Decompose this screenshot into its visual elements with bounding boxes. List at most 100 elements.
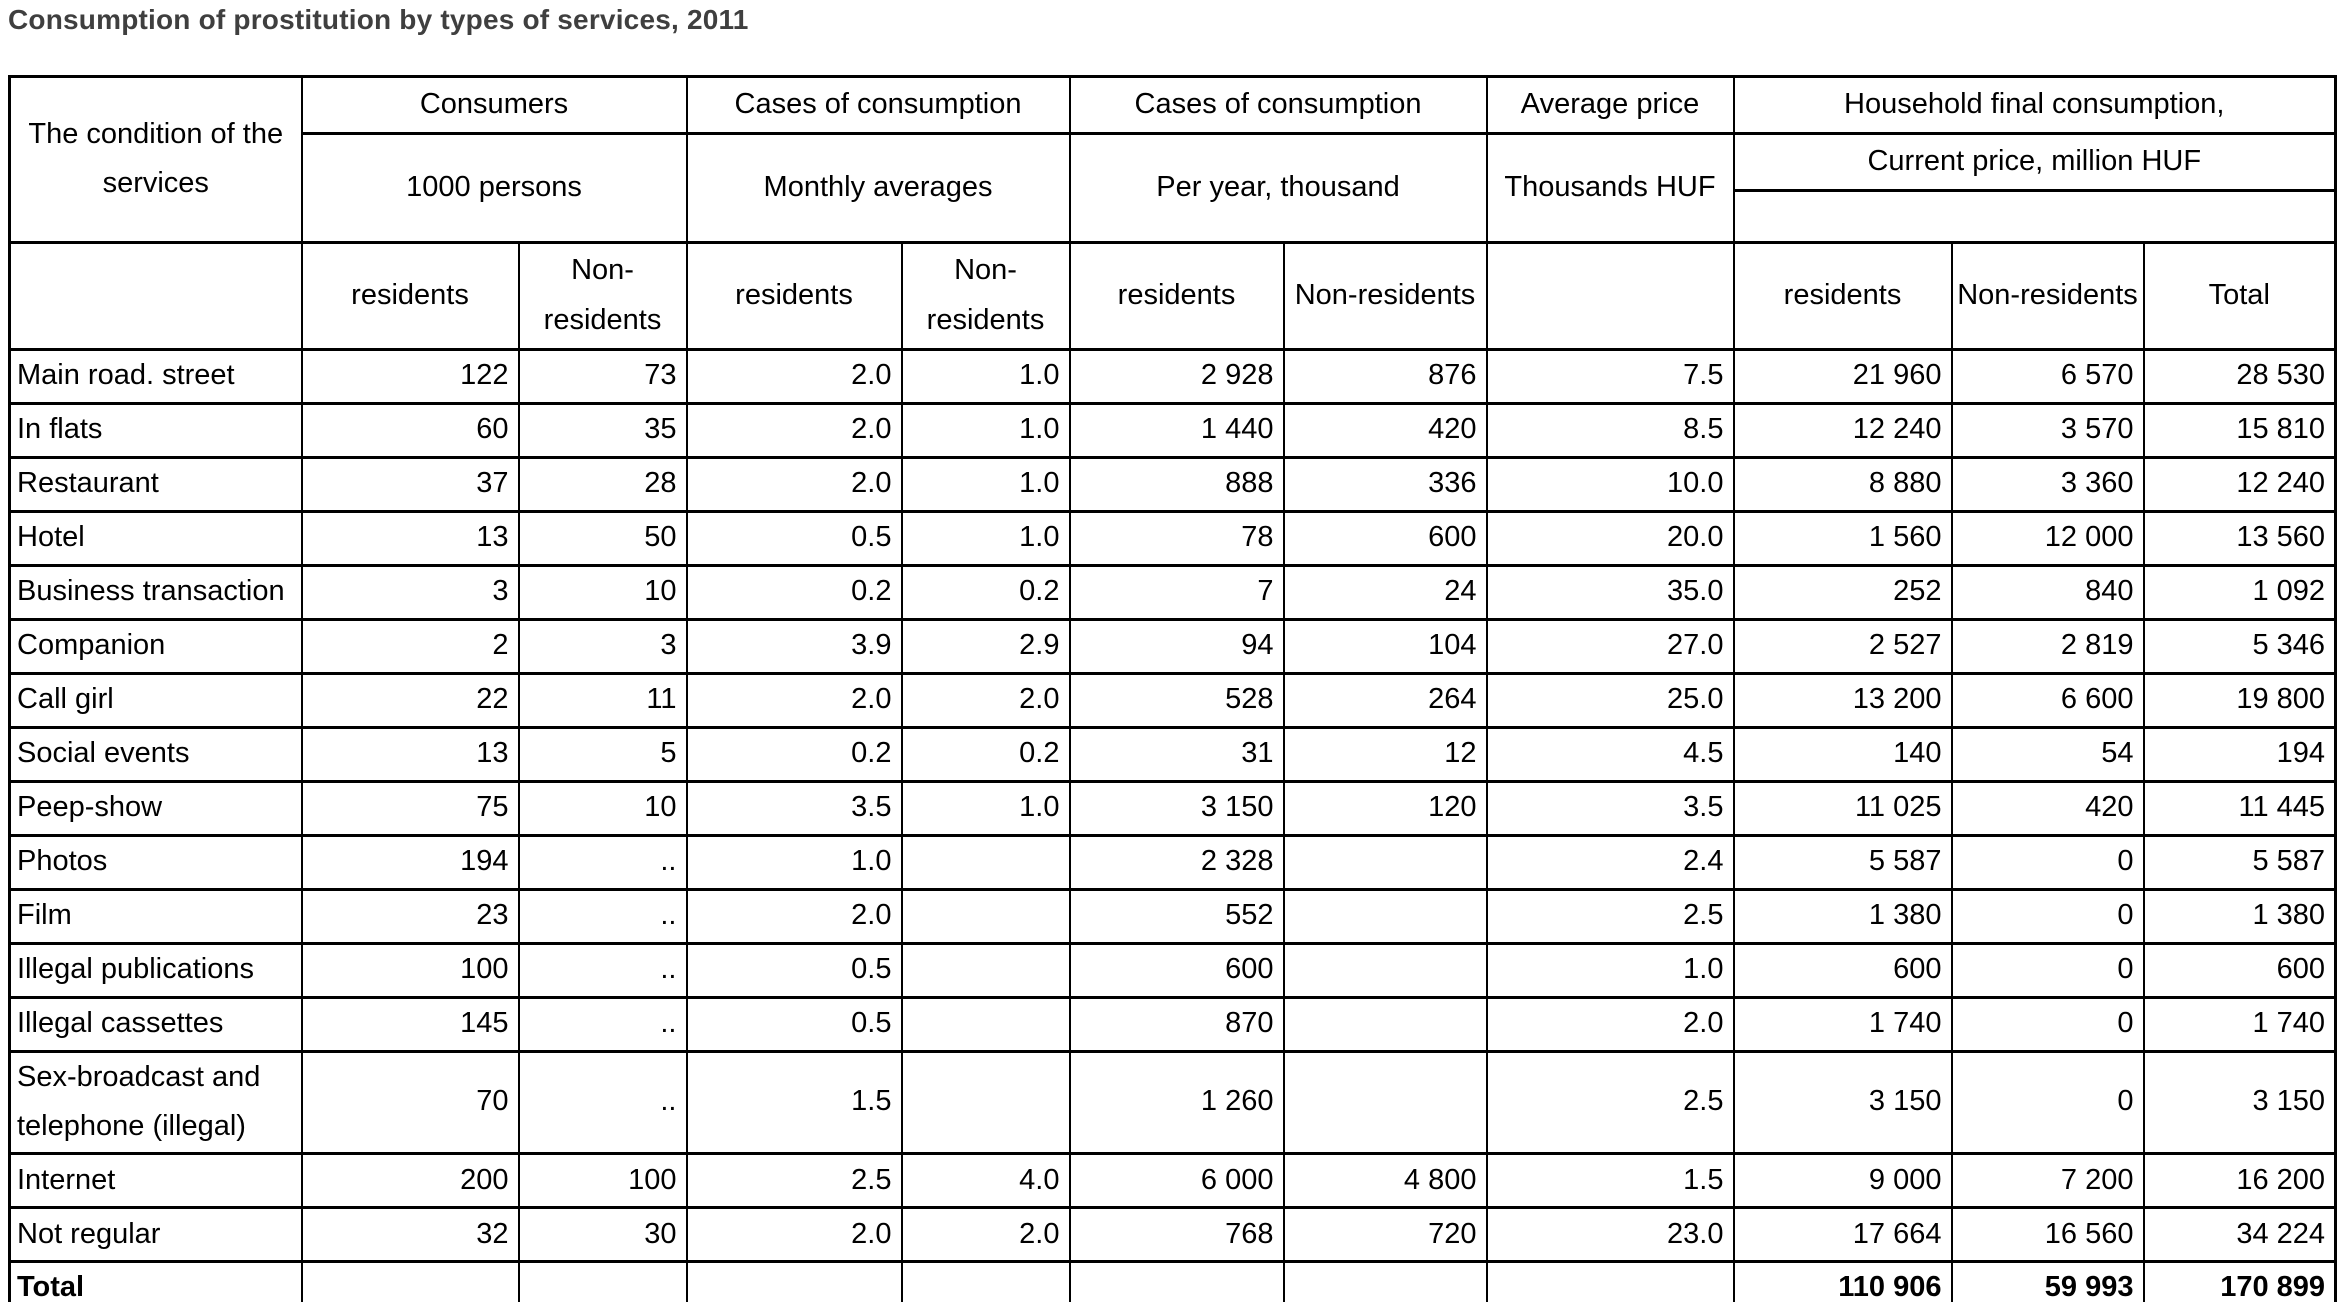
- cell: 24: [1282, 563, 1488, 621]
- cell: [900, 941, 1071, 999]
- statistics-table: The condition of the services Consumers …: [8, 75, 2338, 1302]
- cell: ..: [517, 1049, 688, 1156]
- cell: 10: [517, 563, 688, 621]
- cell: 19 800: [2142, 671, 2337, 729]
- unit-header-per-year: Per year, thousand: [1068, 131, 1488, 244]
- cell: 35: [517, 401, 688, 459]
- row-label: Social events: [8, 725, 303, 783]
- cell: 16 560: [1950, 1206, 2145, 1264]
- table-row: Social events 13 5 0.2 0.2 31 12 4.5 140 54 194: [8, 725, 2337, 783]
- col-header-consumers-nonresidents: Non-residents: [517, 240, 688, 351]
- cell: 13: [300, 725, 520, 783]
- cell: 7 200: [1950, 1152, 2145, 1210]
- cell: 194: [300, 833, 520, 891]
- cell: [517, 1260, 688, 1302]
- cell: 2.5: [1485, 887, 1735, 945]
- cell: 7.5: [1485, 347, 1735, 405]
- table-row: Photos 194.. 1.0 2 328 2.4 5 587 0 5 587: [8, 833, 2337, 891]
- row-label: Restaurant: [8, 455, 303, 513]
- cell: 420: [1282, 401, 1488, 459]
- average-price-spacer-cell: [1485, 240, 1735, 351]
- cell: 23.0: [1485, 1206, 1735, 1264]
- cell: 1 440: [1068, 401, 1285, 459]
- cell: [1282, 941, 1488, 999]
- cell: 2.0: [1485, 995, 1735, 1053]
- cell: 7: [1068, 563, 1285, 621]
- cell: 2.0: [685, 1206, 903, 1264]
- cell: 75: [300, 779, 520, 837]
- cell: 32: [300, 1206, 520, 1264]
- cell: 110 906: [1732, 1260, 1953, 1302]
- cell: 888: [1068, 455, 1285, 513]
- cell: 3.5: [685, 779, 903, 837]
- cell: 876: [1282, 347, 1488, 405]
- cell: 0.5: [685, 509, 903, 567]
- row-label: Companion: [8, 617, 303, 675]
- cell: 4 800: [1282, 1152, 1488, 1210]
- table-row: Main road. street 122 73 2.0 1.0 2 928 876 7.5 2…: [8, 347, 2337, 405]
- cell: 0.2: [900, 563, 1071, 621]
- cell: 768: [1068, 1206, 1285, 1264]
- cell: 1 560: [1732, 509, 1953, 567]
- col-header-household-total: Total: [2142, 240, 2337, 351]
- table-body: Main road. street 122 73 2.0 1.0 2 928 876 7.5 2…: [8, 347, 2337, 1302]
- cell: [1068, 1260, 1285, 1302]
- col-header-yearly-nonresidents: Non-residents: [1282, 240, 1488, 351]
- cell: 13: [300, 509, 520, 567]
- cell: 336: [1282, 455, 1488, 513]
- cell: ..: [517, 887, 688, 945]
- table-row: Internet 200 100 2.5 4.0 6 000 4 800 1.5 9 000 7 …: [8, 1152, 2337, 1210]
- row-label: Total: [8, 1260, 303, 1302]
- cell: 2.5: [1485, 1049, 1735, 1156]
- cell: 122: [300, 347, 520, 405]
- cell: 13 200: [1732, 671, 1953, 729]
- cell: 21 960: [1732, 347, 1953, 405]
- unit-header-monthly-averages: Monthly averages: [685, 131, 1071, 244]
- cell: 0: [1950, 833, 2145, 891]
- cell: 2.4: [1485, 833, 1735, 891]
- cell: 9 000: [1732, 1152, 1953, 1210]
- cell: [1282, 1260, 1488, 1302]
- cell: [300, 1260, 520, 1302]
- cell: 1.5: [685, 1049, 903, 1156]
- cell: 11: [517, 671, 688, 729]
- cell: 1 092: [2142, 563, 2337, 621]
- cell: 600: [1732, 941, 1953, 999]
- cell: 1 740: [1732, 995, 1953, 1053]
- cell: ..: [517, 995, 688, 1053]
- table-row: Sex-broadcast and telephone (illegal) 70.…: [8, 1049, 2337, 1156]
- cell: 34 224: [2142, 1206, 2337, 1264]
- cell: 3 150: [1732, 1049, 1953, 1156]
- cell: 1.0: [685, 833, 903, 891]
- cell: 1.0: [900, 401, 1071, 459]
- table-row: Illegal publications 100.. 0.5 600 1.0 600 0 60…: [8, 941, 2337, 999]
- cell: 11 025: [1732, 779, 1953, 837]
- group-header-consumers: Consumers: [300, 75, 688, 135]
- table-row: Illegal cassettes 145.. 0.5 870 2.0 1 740 0 1 7…: [8, 995, 2337, 1053]
- cell: 78: [1068, 509, 1285, 567]
- page-title: Consumption of prostitution by types of …: [8, 4, 749, 35]
- cell: 1.0: [900, 347, 1071, 405]
- col-header-household-residents: residents: [1732, 240, 1953, 351]
- unit-header-thousands-huf: Thousands HUF: [1485, 131, 1735, 244]
- cell: 30: [517, 1206, 688, 1264]
- cell: 200: [300, 1152, 520, 1210]
- cell: 1 740: [2142, 995, 2337, 1053]
- cell: 870: [1068, 995, 1285, 1053]
- cell: 2.0: [685, 887, 903, 945]
- cell: 28: [517, 455, 688, 513]
- table-row: Hotel 13 50 0.5 1.0 78 600 20.0 1 560 12 000 13 56…: [8, 509, 2337, 567]
- cell: [1282, 1049, 1488, 1156]
- cell: 2 328: [1068, 833, 1285, 891]
- cell: 0.5: [685, 941, 903, 999]
- row-label: In flats: [8, 401, 303, 459]
- cell: 0: [1950, 1049, 2145, 1156]
- cell: 2.0: [685, 455, 903, 513]
- cell: 0.2: [685, 725, 903, 783]
- cell: 10: [517, 779, 688, 837]
- cell: 3 150: [1068, 779, 1285, 837]
- row-label: Illegal publications: [8, 941, 303, 999]
- cell: 720: [1282, 1206, 1488, 1264]
- cell: 12: [1282, 725, 1488, 783]
- row-label: Internet: [8, 1152, 303, 1210]
